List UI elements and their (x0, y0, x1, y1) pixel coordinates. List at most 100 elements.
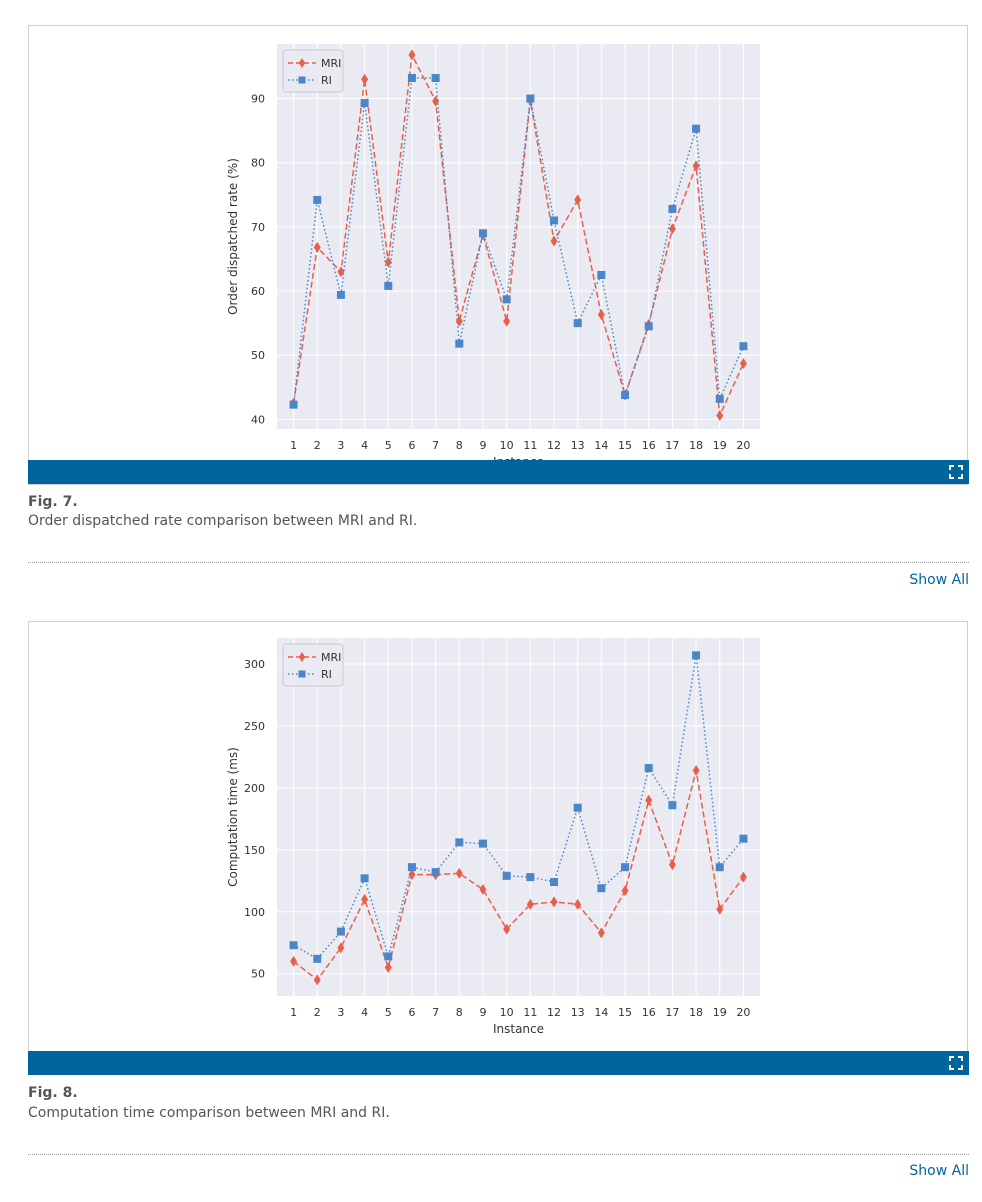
data-point-ri (360, 99, 369, 108)
y-tick-label: 300 (244, 658, 265, 671)
expand-icon[interactable] (949, 1056, 963, 1070)
data-point-mri (455, 867, 463, 879)
data-point-ri (407, 863, 416, 872)
series-line-ri (292, 77, 745, 405)
data-point-mri (526, 898, 534, 910)
data-point-mri (692, 765, 700, 777)
legend-marker (298, 76, 306, 84)
data-point-mri (313, 974, 321, 986)
x-tick-label: 8 (456, 1006, 463, 1019)
x-tick-label: 11 (523, 1006, 537, 1019)
data-point-ri (550, 216, 559, 225)
data-point-mri (361, 73, 369, 85)
data-point-ri (478, 229, 487, 238)
y-tick-label: 100 (244, 906, 265, 919)
y-axis-label: Computation time (ms) (226, 747, 240, 887)
legend-marker (298, 670, 306, 678)
data-point-mri (739, 871, 747, 883)
data-point-mri (550, 235, 558, 247)
data-point-ri (455, 838, 464, 847)
figure-7-container: 40 50 60 70 80 90 1 2 3 4 5 6 7 8 9 10 11 12 13 14 15 16 17 18 1… (28, 25, 968, 485)
x-tick-label: 1 (290, 1006, 297, 1019)
data-point-ri (692, 651, 701, 660)
x-tick-label: 3 (337, 1006, 344, 1019)
x-tick-label: 11 (523, 439, 537, 452)
data-point-mri (668, 223, 676, 235)
data-point-mri (739, 358, 747, 370)
data-point-ri (289, 941, 298, 950)
data-point-mri (408, 49, 416, 61)
figure-7-toolbar (28, 460, 969, 484)
legend-box (282, 49, 344, 93)
data-point-ri (573, 803, 582, 812)
data-point-mri (692, 160, 700, 172)
legend-label-ri: RI (321, 74, 332, 87)
show-all-link[interactable]: Show All (909, 572, 969, 588)
x-tick-label: 18 (689, 1006, 703, 1019)
data-point-ri (573, 319, 582, 328)
data-point-ri (384, 281, 393, 290)
x-tick-label: 4 (361, 439, 368, 452)
y-tick-label: 40 (251, 413, 265, 426)
x-tick-label: 5 (385, 1006, 392, 1019)
data-point-mri (503, 923, 511, 935)
x-tick-label: 14 (594, 1006, 608, 1019)
data-point-ri (621, 390, 630, 399)
legend-label-ri: RI (321, 668, 332, 681)
data-point-ri (621, 863, 630, 872)
y-tick-label: 200 (244, 782, 265, 795)
data-point-ri (739, 834, 748, 843)
x-tick-label: 17 (665, 439, 679, 452)
data-point-ri (644, 764, 653, 773)
data-point-mri (550, 896, 558, 908)
x-tick-label: 8 (456, 439, 463, 452)
x-tick-label: 16 (642, 439, 656, 452)
data-point-ri (313, 954, 322, 963)
data-point-ri (715, 394, 724, 403)
data-point-mri (384, 256, 392, 268)
data-point-mri (479, 883, 487, 895)
data-point-ri (526, 873, 535, 882)
x-tick-label: 7 (432, 439, 439, 452)
legend-label-mri: MRI (321, 651, 341, 664)
y-tick-label: 50 (251, 349, 265, 362)
x-tick-label: 10 (500, 439, 514, 452)
data-point-ri (502, 295, 511, 304)
data-point-ri (407, 74, 416, 83)
x-tick-label: 4 (361, 1006, 368, 1019)
y-tick-label: 150 (244, 844, 265, 857)
data-point-mri (408, 869, 416, 881)
figure-8-container: 50 100 150 200 250 300 1 2 3 4 5 6 7 8 9 10 11 12 13 14 15 16… (28, 621, 968, 1075)
x-tick-label: 20 (736, 439, 750, 452)
x-tick-label: 2 (314, 1006, 321, 1019)
x-tick-label: 12 (547, 439, 561, 452)
data-point-mri (716, 903, 724, 915)
legend-label-mri: MRI (321, 57, 341, 70)
x-tick-label: 14 (594, 439, 608, 452)
data-point-mri (503, 315, 511, 327)
data-point-mri (645, 794, 653, 806)
x-tick-label: 12 (547, 1006, 561, 1019)
data-point-mri (337, 942, 345, 954)
data-point-ri (597, 884, 606, 893)
data-point-ri (526, 94, 535, 103)
data-point-mri (290, 955, 298, 967)
data-point-mri (668, 859, 676, 871)
x-tick-label: 9 (479, 1006, 486, 1019)
data-point-ri (431, 74, 440, 83)
divider (28, 562, 969, 563)
data-point-ri (644, 322, 653, 331)
y-tick-label: 70 (251, 221, 265, 234)
x-tick-label: 2 (314, 439, 321, 452)
show-all-link[interactable]: Show All (909, 1163, 969, 1179)
y-tick-label: 50 (251, 968, 265, 981)
x-tick-label: 18 (689, 439, 703, 452)
x-tick-label: 19 (713, 1006, 727, 1019)
data-point-mri (361, 893, 369, 905)
divider (28, 1154, 969, 1155)
expand-icon[interactable] (949, 465, 963, 479)
data-point-ri (360, 874, 369, 883)
x-tick-label: 6 (408, 439, 415, 452)
